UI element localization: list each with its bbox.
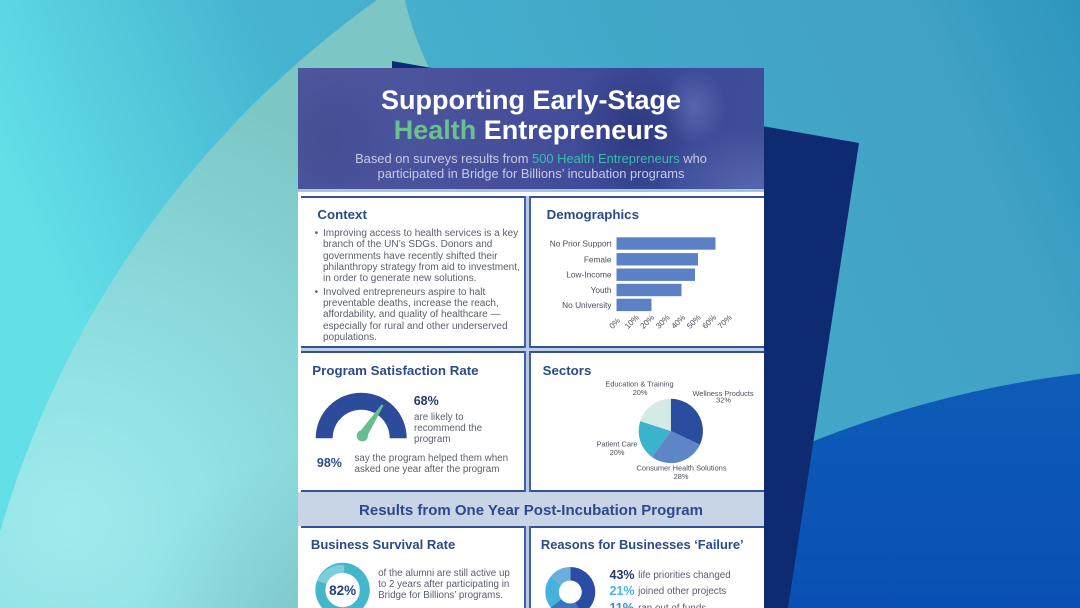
svg-text:20%: 20%	[610, 448, 625, 457]
svg-text:No University: No University	[562, 300, 612, 310]
svg-text:10%: 10%	[623, 313, 641, 331]
svg-text:70%: 70%	[716, 313, 734, 331]
svg-text:50%: 50%	[685, 313, 703, 331]
svg-text:40%: 40%	[669, 313, 687, 331]
svg-text:Education & Training: Education & Training	[605, 380, 673, 389]
svg-text:82%: 82%	[329, 583, 356, 598]
svg-text:60%: 60%	[700, 313, 718, 331]
svg-text:Patient Care: Patient Care	[596, 440, 637, 449]
svg-text:Youth: Youth	[590, 285, 611, 295]
svg-text:28%: 28%	[674, 472, 689, 481]
svg-text:30%: 30%	[654, 313, 672, 331]
svg-text:No Prior Support: No Prior Support	[549, 238, 611, 248]
svg-text:Female: Female	[583, 254, 611, 264]
svg-text:Low-Income: Low-Income	[566, 269, 612, 279]
svg-text:20%: 20%	[638, 313, 656, 331]
svg-text:0%: 0%	[607, 316, 622, 331]
svg-text:20%: 20%	[633, 388, 648, 397]
svg-text:32%: 32%	[716, 396, 731, 405]
svg-text:Consumer Health Solutions: Consumer Health Solutions	[637, 464, 727, 473]
svg-text:Wellness Products: Wellness Products	[692, 389, 753, 398]
